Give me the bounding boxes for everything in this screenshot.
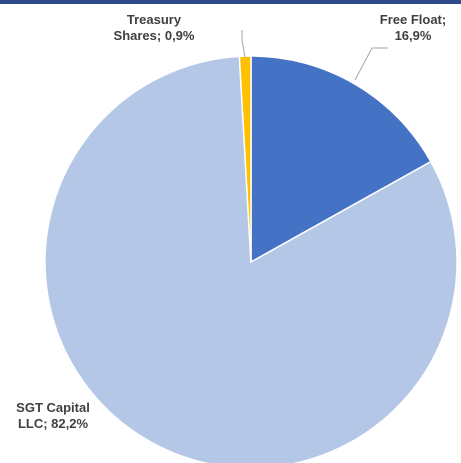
data-label-treasury-shares: Treasury Shares; 0,9% — [114, 12, 195, 43]
leader-line-treasury-shares — [241, 30, 246, 58]
data-label-sgt-capital-llc: SGT Capital LLC; 82,2% — [16, 400, 90, 431]
top-accent-bar — [0, 0, 461, 4]
leader-line-free-float — [354, 47, 388, 81]
data-label-free-float: Free Float; 16,9% — [380, 12, 446, 43]
pie-slice-sgt-capital-llc — [44, 55, 458, 463]
pie-slice-free-float — [250, 55, 432, 264]
